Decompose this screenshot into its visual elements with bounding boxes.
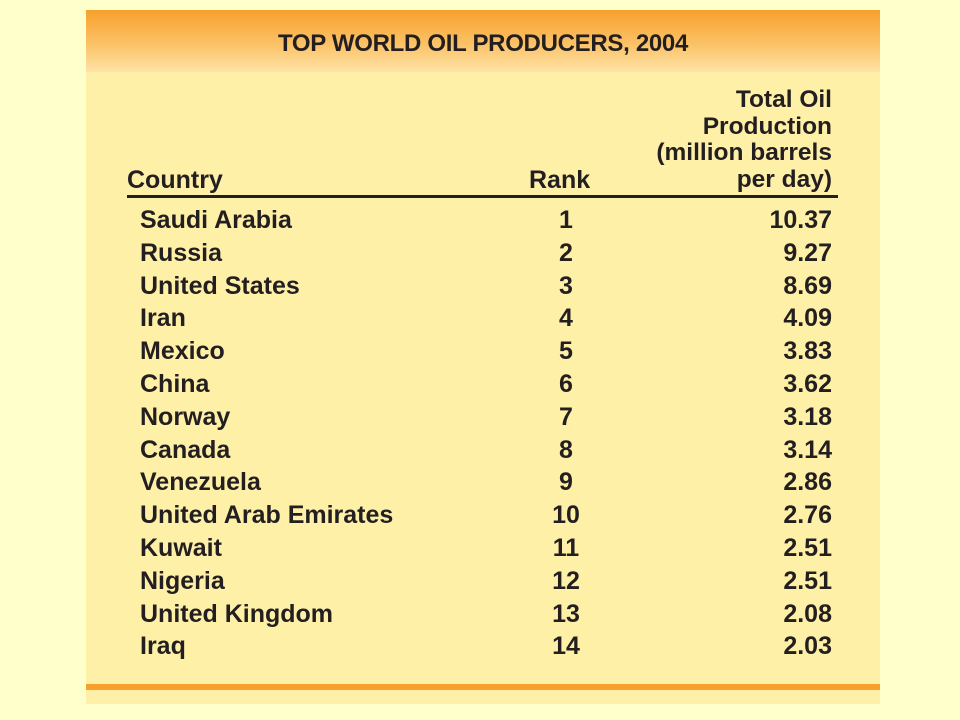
rank-cell: 6 <box>559 369 573 398</box>
country-cell: Saudi Arabia <box>140 206 292 234</box>
rank-cell: 9 <box>559 468 573 497</box>
country-cell: Kuwait <box>140 533 222 562</box>
rank-cell: 12 <box>552 566 580 595</box>
country-cell: Russia <box>140 238 222 267</box>
table-row: Iraq 14 2.03 <box>86 630 880 663</box>
country-cell: Iraq <box>140 632 186 661</box>
production-cell: 4.09 <box>783 304 832 333</box>
production-cell: 2.03 <box>783 632 832 661</box>
rank-cell: 2 <box>559 238 573 267</box>
country-cell: Norway <box>140 402 231 431</box>
column-header-rank: Rank <box>529 166 591 194</box>
table-row: Canada 8 3.14 <box>86 434 880 467</box>
oil-producers-table-panel: TOP WORLD OIL PRODUCERS, 2004 Country Ra… <box>86 10 880 704</box>
country-cell: Iran <box>140 304 186 333</box>
column-header-production-line: Total Oil <box>735 86 832 113</box>
table-row: Norway 7 3.18 <box>86 401 880 434</box>
country-cell: United States <box>140 271 300 300</box>
rank-cell: 13 <box>552 599 580 628</box>
table-row: United States 3 8.69 <box>86 270 880 303</box>
table-row: Venezuela 9 2.86 <box>86 466 880 499</box>
rank-cell: 4 <box>559 304 573 333</box>
country-cell: Nigeria <box>140 566 225 595</box>
rank-cell: 5 <box>559 337 573 366</box>
table-body: Saudi Arabia 1 10.37 Russia 2 9.27 Unite… <box>86 204 880 663</box>
column-header-production: Total Oil Production (million barrels pe… <box>656 86 832 193</box>
country-cell: United Arab Emirates <box>140 501 394 530</box>
production-cell: 10.37 <box>769 206 832 234</box>
table-row: Saudi Arabia 1 10.37 <box>86 204 880 237</box>
production-cell: 2.76 <box>783 501 832 530</box>
rank-cell: 10 <box>552 501 580 530</box>
table-row: Nigeria 12 2.51 <box>86 565 880 598</box>
table-row: Russia 2 9.27 <box>86 237 880 270</box>
column-header-country: Country <box>127 166 223 194</box>
table-row: United Kingdom 13 2.08 <box>86 598 880 631</box>
country-cell: United Kingdom <box>140 599 334 628</box>
production-cell: 3.62 <box>783 369 832 398</box>
header-divider <box>127 195 838 198</box>
rank-cell: 14 <box>552 632 580 661</box>
column-header-production-line: Production <box>702 112 832 140</box>
rank-cell: 8 <box>559 435 573 464</box>
column-header-production-line: per day) <box>736 165 832 193</box>
production-cell: 9.27 <box>783 238 832 267</box>
country-cell: Venezuela <box>140 468 261 497</box>
country-cell: Canada <box>140 435 231 464</box>
title-bar: TOP WORLD OIL PRODUCERS, 2004 <box>86 10 880 72</box>
rank-cell: 3 <box>559 271 573 300</box>
production-cell: 2.08 <box>783 599 832 628</box>
rank-cell: 1 <box>559 206 573 234</box>
table-row: China 6 3.62 <box>86 368 880 401</box>
table-row: Iran 4 4.09 <box>86 302 880 335</box>
rank-cell: 7 <box>559 402 573 431</box>
production-cell: 2.86 <box>783 468 832 497</box>
production-cell: 3.18 <box>783 402 832 431</box>
country-cell: China <box>140 369 210 398</box>
table-row: United Arab Emirates 10 2.76 <box>86 499 880 532</box>
rank-cell: 11 <box>552 533 580 562</box>
production-cell: 2.51 <box>783 533 832 562</box>
table-row: Kuwait 11 2.51 <box>86 532 880 565</box>
column-header-production-line: (million barrels <box>656 139 832 166</box>
country-cell: Mexico <box>140 337 225 366</box>
production-cell: 8.69 <box>783 271 832 300</box>
bottom-divider <box>86 684 880 690</box>
table-title: TOP WORLD OIL PRODUCERS, 2004 <box>277 30 689 57</box>
production-cell: 2.51 <box>783 566 832 595</box>
production-cell: 3.83 <box>783 337 832 366</box>
production-cell: 3.14 <box>783 435 832 464</box>
table-row: Mexico 5 3.83 <box>86 335 880 368</box>
